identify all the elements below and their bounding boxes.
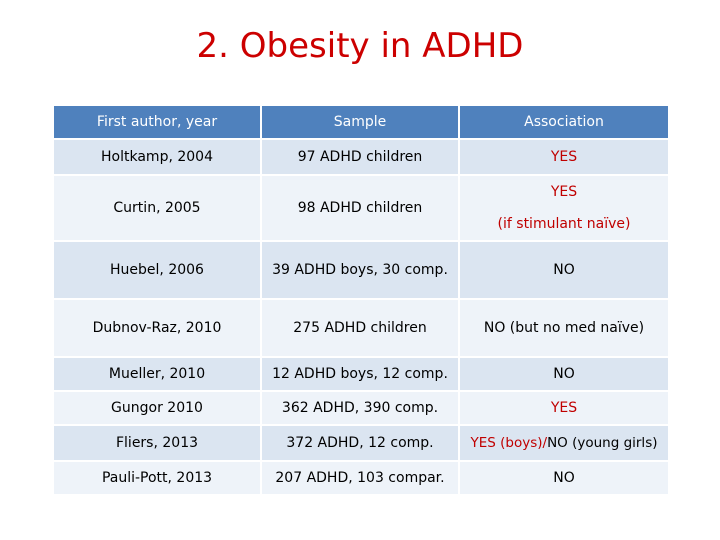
table-row: Gungor 2010 362 ADHD, 390 comp. YES (52, 390, 670, 426)
association-cell: NO (but no med naïve) (458, 298, 670, 358)
sample-cell: 275 ADHD children (260, 298, 460, 358)
author-cell: Holtkamp, 2004 (52, 138, 262, 176)
association-note: (if stimulant naïve) (497, 216, 631, 232)
sample-cell: 362 ADHD, 390 comp. (260, 390, 460, 426)
sample-cell: 98 ADHD children (260, 174, 460, 242)
association-cell: YES (boys)/NO (young girls) (458, 424, 670, 462)
author-cell: Fliers, 2013 (52, 424, 262, 462)
slide-title: 2. Obesity in ADHD (196, 26, 524, 66)
sample-cell: 207 ADHD, 103 compar. (260, 460, 460, 496)
author-cell: Dubnov-Raz, 2010 (52, 298, 262, 358)
header-sample: Sample (260, 104, 460, 140)
association-value: YES (550, 184, 578, 200)
table-row: Holtkamp, 2004 97 ADHD children YES (52, 138, 670, 176)
association-cell: NO (458, 460, 670, 496)
table-row: Curtin, 2005 98 ADHD children YES (if st… (52, 174, 670, 242)
association-cell: YES (458, 138, 670, 176)
table-row: Fliers, 2013 372 ADHD, 12 comp. YES (boy… (52, 424, 670, 462)
association-cell: YES (if stimulant naïve) (458, 174, 670, 242)
sample-cell: 12 ADHD boys, 12 comp. (260, 356, 460, 392)
table-row: Pauli-Pott, 2013 207 ADHD, 103 compar. N… (52, 460, 670, 496)
table-row: Huebel, 2006 39 ADHD boys, 30 comp. NO (52, 240, 670, 300)
author-cell: Curtin, 2005 (52, 174, 262, 242)
association-no-part: NO (young girls) (547, 435, 658, 451)
association-yes-part: YES (boys)/ (470, 435, 548, 451)
association-cell: YES (458, 390, 670, 426)
author-cell: Mueller, 2010 (52, 356, 262, 392)
header-association: Association (458, 104, 670, 140)
sample-cell: 372 ADHD, 12 comp. (260, 424, 460, 462)
author-cell: Huebel, 2006 (52, 240, 262, 300)
header-author: First author, year (52, 104, 262, 140)
table-row: Mueller, 2010 12 ADHD boys, 12 comp. NO (52, 356, 670, 392)
table-header-row: First author, year Sample Association (52, 104, 670, 140)
sample-cell: 97 ADHD children (260, 138, 460, 176)
studies-table: First author, year Sample Association Ho… (52, 104, 670, 496)
association-cell: NO (458, 240, 670, 300)
table-row: Dubnov-Raz, 2010 275 ADHD children NO (b… (52, 298, 670, 358)
association-cell: NO (458, 356, 670, 392)
sample-cell: 39 ADHD boys, 30 comp. (260, 240, 460, 300)
author-cell: Pauli-Pott, 2013 (52, 460, 262, 496)
author-cell: Gungor 2010 (52, 390, 262, 426)
